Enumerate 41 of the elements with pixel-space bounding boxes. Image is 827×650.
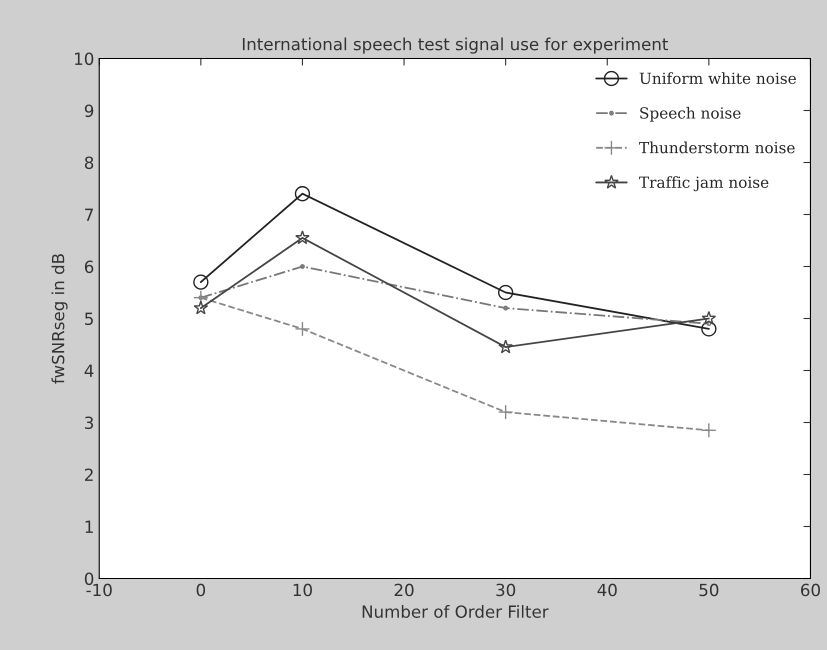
point — [702, 310, 716, 325]
x-tick-label: 30 — [496, 584, 516, 596]
y-tick-label: 6 — [84, 260, 94, 274]
x-tick-label: 60 — [801, 584, 820, 596]
y-tick-label: 0 — [84, 572, 94, 586]
point — [503, 306, 508, 311]
legend-label: Uniform white noise — [640, 72, 796, 84]
legend-label: Traffic jam noise — [639, 176, 768, 192]
point — [498, 404, 514, 420]
y-tick-label: 5 — [85, 312, 93, 326]
x-tick-label: 10 — [294, 584, 312, 596]
y-tick-label: 3 — [85, 416, 94, 430]
y-tick-label: 9 — [84, 104, 94, 118]
point — [198, 295, 204, 300]
x-tick-label: 0 — [196, 584, 206, 596]
y-tick-label: 7 — [85, 208, 93, 221]
x-tick-label: 50 — [700, 584, 718, 596]
point — [294, 321, 310, 337]
point — [194, 300, 208, 314]
y-tick-label: 8 — [84, 156, 94, 170]
legend-label: Speech noise — [640, 106, 741, 122]
point — [701, 422, 716, 438]
legend-label: Thunderstorm noise — [639, 142, 795, 154]
y-tick-label: 1 — [86, 520, 93, 533]
point — [295, 230, 310, 244]
x-tick-label: -10 — [86, 584, 112, 596]
point — [193, 290, 208, 306]
point — [498, 339, 513, 354]
point — [300, 264, 305, 269]
point — [294, 186, 310, 202]
y-axis-title: fwSNRseg in dB — [51, 254, 68, 384]
y-tick-label: 2 — [84, 468, 93, 481]
x-tick-label: 40 — [597, 584, 617, 596]
point — [498, 284, 514, 300]
x-tick-label: 20 — [394, 584, 414, 596]
x-axis-title: Number of Order Filter — [362, 605, 549, 618]
y-tick-label: 10 — [75, 52, 94, 66]
point — [193, 274, 208, 290]
chart-title: International speech test signal use for experiment — [242, 38, 668, 54]
point — [701, 321, 716, 337]
y-tick-label: 4 — [84, 364, 94, 377]
